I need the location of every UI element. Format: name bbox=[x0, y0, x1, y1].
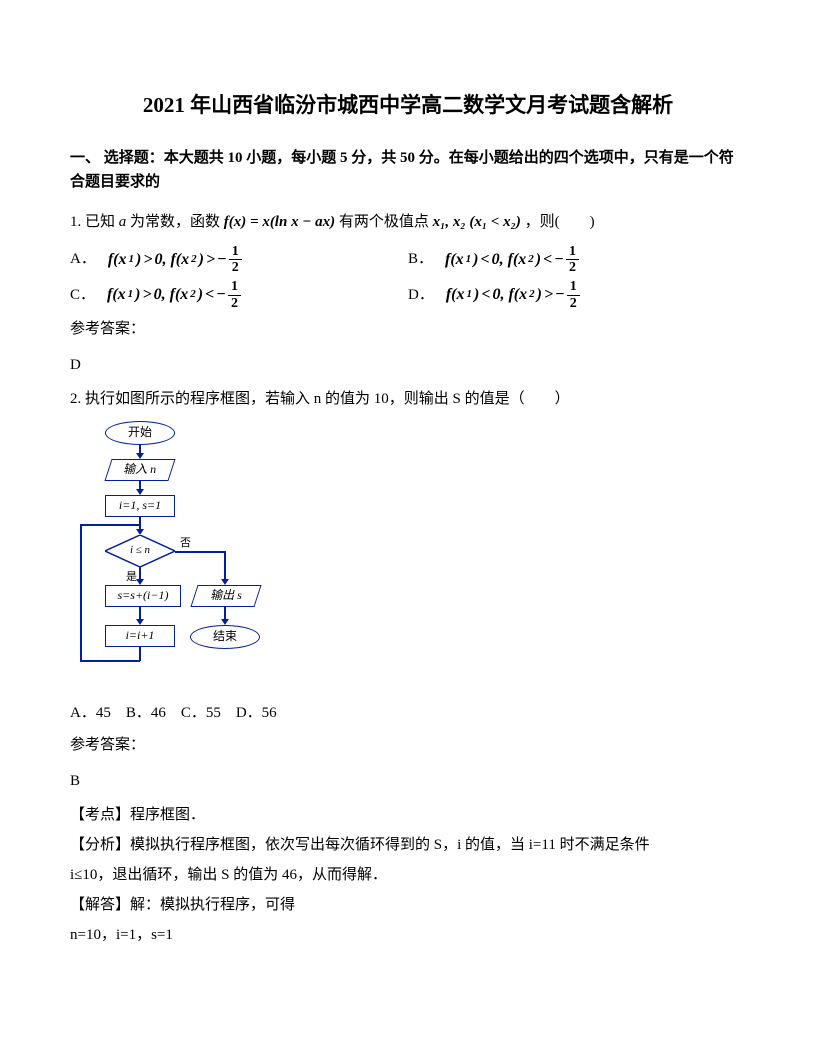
flowchart: 开始 输入 n i=1, s=1 i ≤ n 是 否 s=s+(i−1) i=i… bbox=[70, 421, 270, 691]
q1-prefix: 1. 已知 bbox=[70, 214, 115, 230]
option-c-expr: f(x1) > 0, f(x2) < −12 bbox=[107, 279, 241, 311]
q1-a: a bbox=[119, 214, 127, 230]
q2-answer: B bbox=[70, 769, 746, 793]
q2-answer-label: 参考答案： bbox=[70, 733, 746, 757]
fc-line bbox=[80, 660, 140, 662]
option-d-expr: f(x1) < 0, f(x2) > −12 bbox=[446, 279, 580, 311]
fc-end: 结束 bbox=[190, 625, 260, 649]
option-b-expr: f(x1) < 0, f(x2) < −12 bbox=[445, 244, 579, 276]
option-label-a: A． bbox=[70, 247, 96, 275]
q1-option-d: D． f(x1) < 0, f(x2) > −12 bbox=[408, 279, 746, 311]
q1-mid1: 为常数，函数 bbox=[130, 214, 220, 230]
analysis-p5: n=10，i=1，s=1 bbox=[70, 923, 746, 947]
q1-text: 1. 已知 a 为常数，函数 f(x) = x(ln x − ax) 有两个极值… bbox=[70, 210, 746, 234]
fc-line bbox=[80, 524, 82, 661]
fc-line bbox=[80, 524, 139, 526]
q1-formula2: x₁, x₂ (x₁ < x₂) bbox=[433, 214, 521, 230]
question-1: 1. 已知 a 为常数，函数 f(x) = x(ln x − ax) 有两个极值… bbox=[70, 210, 746, 378]
q1-mid2: 有两个极值点 bbox=[339, 214, 429, 230]
q1-suffix: ，则( ) bbox=[525, 214, 595, 230]
fc-inc: i=i+1 bbox=[105, 625, 175, 647]
q2-analysis: 【考点】程序框图． 【分析】模拟执行程序框图，依次写出每次循环得到的 S，i 的… bbox=[70, 803, 746, 947]
fc-condition: i ≤ n bbox=[105, 535, 175, 567]
q1-formula: f(x) = x(ln x − ax) bbox=[224, 214, 335, 230]
option-label-b: B． bbox=[408, 247, 433, 275]
fc-start: 开始 bbox=[105, 421, 175, 445]
option-label-d: D． bbox=[408, 283, 434, 311]
q1-option-b: B． f(x1) < 0, f(x2) < −12 bbox=[408, 244, 746, 276]
page-title: 2021 年山西省临汾市城西中学高二数学文月考试题含解析 bbox=[70, 90, 746, 122]
fc-cond-text: i ≤ n bbox=[130, 542, 150, 560]
q1-option-a: A． f(x1) > 0, f(x2) > −12 bbox=[70, 244, 408, 276]
analysis-p3: i≤10，退出循环，输出 S 的值为 46，从而得解． bbox=[70, 863, 746, 887]
q1-options-row2: C． f(x1) > 0, f(x2) < −12 D． f(x1) < 0, … bbox=[70, 279, 746, 311]
fc-line bbox=[175, 551, 225, 553]
fc-no-label: 否 bbox=[180, 535, 191, 553]
option-a-expr: f(x1) > 0, f(x2) > −12 bbox=[108, 244, 242, 276]
q1-answer: D bbox=[70, 353, 746, 377]
option-label-c: C． bbox=[70, 283, 95, 311]
question-2: 2. 执行如图所示的程序框图，若输入 n 的值为 10，则输出 S 的值是（ ）… bbox=[70, 387, 746, 947]
analysis-p2: 【分析】模拟执行程序框图，依次写出每次循环得到的 S，i 的值，当 i=11 时… bbox=[70, 833, 746, 857]
fc-output: 输出 s bbox=[190, 585, 261, 607]
analysis-p1: 【考点】程序框图． bbox=[70, 803, 746, 827]
section-header: 一、 选择题：本大题共 10 小题，每小题 5 分，共 50 分。在每小题给出的… bbox=[70, 146, 746, 194]
q1-answer-label: 参考答案： bbox=[70, 317, 746, 341]
q1-option-c: C． f(x1) > 0, f(x2) < −12 bbox=[70, 279, 408, 311]
analysis-p4: 【解答】解：模拟执行程序，可得 bbox=[70, 893, 746, 917]
q1-options-row1: A． f(x1) > 0, f(x2) > −12 B． f(x1) < 0, … bbox=[70, 244, 746, 276]
fc-input: 输入 n bbox=[104, 459, 175, 481]
q2-options: A．45 B．46 C．55 D．56 bbox=[70, 701, 746, 725]
fc-line bbox=[224, 551, 226, 581]
q2-text: 2. 执行如图所示的程序框图，若输入 n 的值为 10，则输出 S 的值是（ ） bbox=[70, 387, 746, 411]
fc-init: i=1, s=1 bbox=[105, 495, 175, 517]
fc-calc: s=s+(i−1) bbox=[105, 585, 181, 607]
fc-line bbox=[139, 647, 141, 661]
